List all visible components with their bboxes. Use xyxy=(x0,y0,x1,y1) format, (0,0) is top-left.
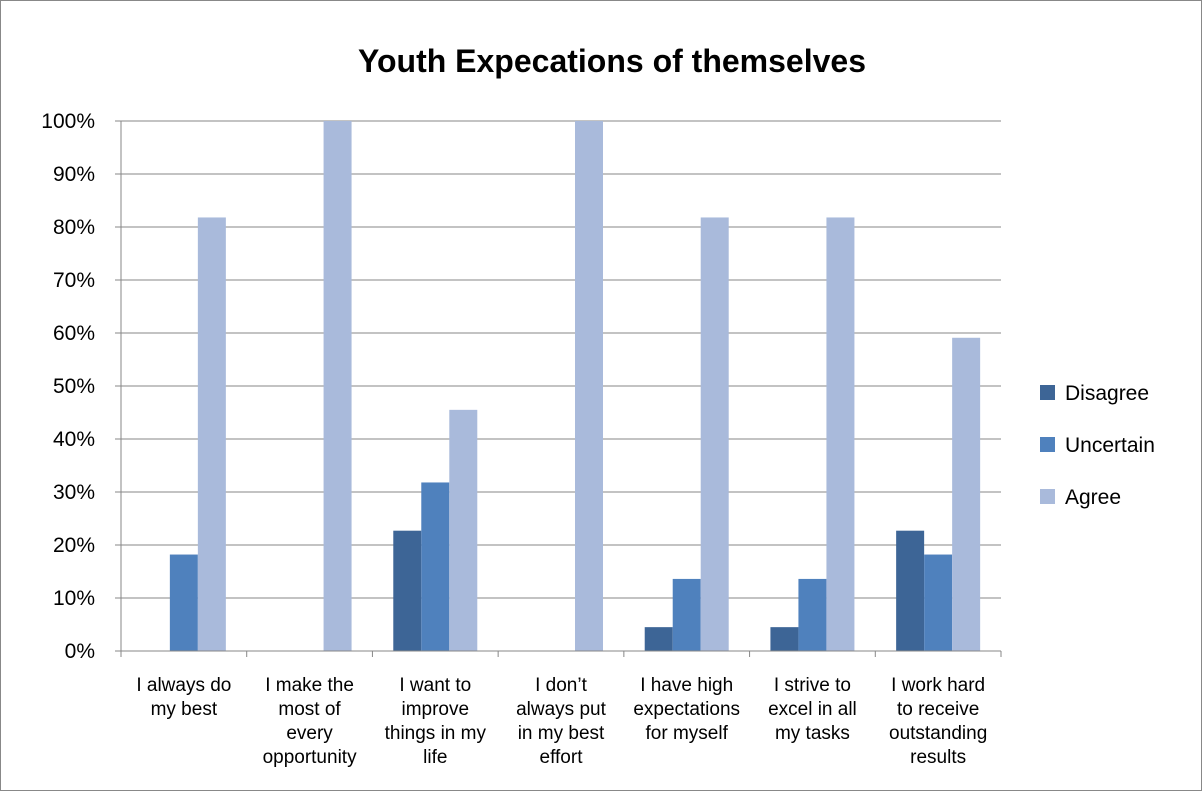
bar-agree xyxy=(952,338,980,651)
x-category-label: to receive xyxy=(897,699,979,720)
x-category-label: always put xyxy=(516,699,606,720)
y-tick-label: 20% xyxy=(53,534,95,557)
y-tick-label: 60% xyxy=(53,322,95,345)
x-category-label: life xyxy=(423,747,447,768)
bar-disagree xyxy=(770,627,798,651)
y-tick-label: 0% xyxy=(65,640,95,663)
legend-label-uncertain: Uncertain xyxy=(1065,434,1155,457)
bar-uncertain xyxy=(421,482,449,651)
y-tick-label: 50% xyxy=(53,375,95,398)
bar-disagree xyxy=(896,531,924,651)
x-category-label: every xyxy=(286,723,333,744)
x-category-label: outstanding xyxy=(889,723,987,744)
legend-swatch-agree xyxy=(1040,489,1055,504)
x-axis-categories: I always do my best I make the most of every… xyxy=(136,675,987,768)
y-tick-label: 100% xyxy=(41,110,95,133)
legend-swatch-disagree xyxy=(1040,385,1055,400)
bar-uncertain xyxy=(673,579,701,651)
x-category-label: most of xyxy=(278,699,341,720)
x-category-label: expectations xyxy=(633,699,740,720)
legend-label-disagree: Disagree xyxy=(1065,382,1149,405)
legend-label-agree: Agree xyxy=(1065,486,1121,509)
x-category-label: effort xyxy=(540,747,584,768)
y-axis-ticks: 0% 10% 20% 30% 40% 50% 60% 70% 80% 90% 100% xyxy=(41,110,95,663)
x-category-label: I make the xyxy=(265,675,354,696)
x-category-label: improve xyxy=(401,699,469,720)
x-category-label: things in my xyxy=(385,723,487,744)
x-category-label: my best xyxy=(151,699,218,720)
y-tick-label: 10% xyxy=(53,587,95,610)
chart-title: Youth Expecations of themselves xyxy=(358,43,866,79)
bar-agree xyxy=(449,410,477,651)
axes xyxy=(115,121,1001,657)
gridlines xyxy=(121,121,1001,598)
x-category-label: my tasks xyxy=(775,723,850,744)
y-tick-label: 30% xyxy=(53,481,95,504)
y-tick-label: 70% xyxy=(53,269,95,292)
x-category-label: I have high xyxy=(640,675,733,696)
x-category-label: results xyxy=(910,747,966,768)
x-category-label: I always do xyxy=(136,675,231,696)
legend: Disagree Uncertain Agree xyxy=(1040,382,1155,509)
bar-agree xyxy=(575,121,603,651)
x-category-label: opportunity xyxy=(263,747,358,768)
bar-uncertain xyxy=(798,579,826,651)
legend-swatch-uncertain xyxy=(1040,437,1055,452)
bar-uncertain xyxy=(924,555,952,651)
y-tick-label: 90% xyxy=(53,163,95,186)
y-tick-label: 80% xyxy=(53,216,95,239)
x-category-label: I want to xyxy=(399,675,471,696)
bar-agree xyxy=(826,217,854,651)
x-category-label: I work hard xyxy=(891,675,985,696)
x-category-label: for myself xyxy=(646,723,729,744)
x-category-label: in my best xyxy=(518,723,605,744)
x-category-label: excel in all xyxy=(768,699,857,720)
bar-agree xyxy=(198,217,226,651)
y-tick-label: 40% xyxy=(53,428,95,451)
bar-agree xyxy=(324,121,352,651)
bar-uncertain xyxy=(170,555,198,651)
bar-disagree xyxy=(393,531,421,651)
x-category-label: I strive to xyxy=(774,675,851,696)
x-category-label: I don’t xyxy=(535,675,587,696)
bar-agree xyxy=(701,217,729,651)
bar-disagree xyxy=(645,627,673,651)
